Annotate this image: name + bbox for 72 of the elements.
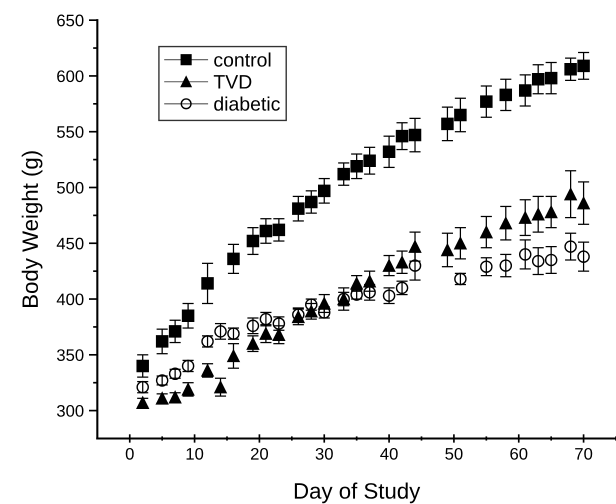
point [518,84,532,97]
point [532,254,544,268]
point [577,196,590,210]
point [408,128,422,142]
point [201,277,214,290]
legend-label: TVD [214,75,252,89]
point [156,335,168,348]
point [227,350,240,362]
point [564,188,577,200]
point [441,118,454,130]
point [564,62,577,76]
x-tick-label: 30 [316,448,333,460]
point [544,72,558,84]
point [500,88,512,102]
y-axis-title: Body Weight (g) [22,151,42,307]
x-tick-label: 70 [575,448,592,460]
point [532,208,544,221]
point [182,310,194,322]
point [382,146,396,158]
point [272,328,286,341]
y-tick-label: 450 [56,238,84,250]
point [382,289,396,302]
legend-label: diabetic [214,96,280,111]
point [454,237,467,250]
point [227,252,240,266]
point [214,380,227,394]
point [260,224,272,238]
legend-label: control [214,52,270,67]
x-tick-label: 10 [186,448,204,460]
y-tick-label: 500 [56,182,84,194]
x-tick-label: 40 [380,448,398,460]
point [544,254,558,266]
point [480,226,493,238]
x-tick-label: 60 [510,448,528,460]
point [518,211,532,224]
y-tick-label: 400 [56,293,84,306]
point [532,73,544,86]
y-tick-label: 350 [56,349,84,362]
x-tick-label: 20 [250,448,268,460]
y-tick-label: 650 [57,14,84,26]
point [337,168,350,180]
point [318,184,330,198]
point [544,206,558,218]
point [363,154,376,167]
point [454,108,467,122]
point [408,259,422,272]
point [441,244,454,256]
point [500,216,512,230]
y-tick-label: 550 [56,126,84,138]
x-axis-title: Day of Study [294,482,420,504]
point [292,202,305,215]
point [577,60,590,72]
point [500,259,512,272]
point [396,130,408,142]
point [396,256,408,268]
point [382,259,396,272]
point [246,234,260,248]
point [564,240,577,253]
point [136,360,149,372]
point [518,248,532,261]
point [577,250,590,263]
point [168,325,182,338]
point [480,95,493,108]
y-tick-label: 600 [57,70,84,82]
y-tick-label: 300 [56,404,84,417]
point [480,260,493,273]
point [305,196,318,208]
x-tick-label: 0 [126,448,134,460]
x-tick-label: 50 [445,448,463,460]
point [363,274,376,288]
point [350,160,363,173]
point [272,224,286,236]
